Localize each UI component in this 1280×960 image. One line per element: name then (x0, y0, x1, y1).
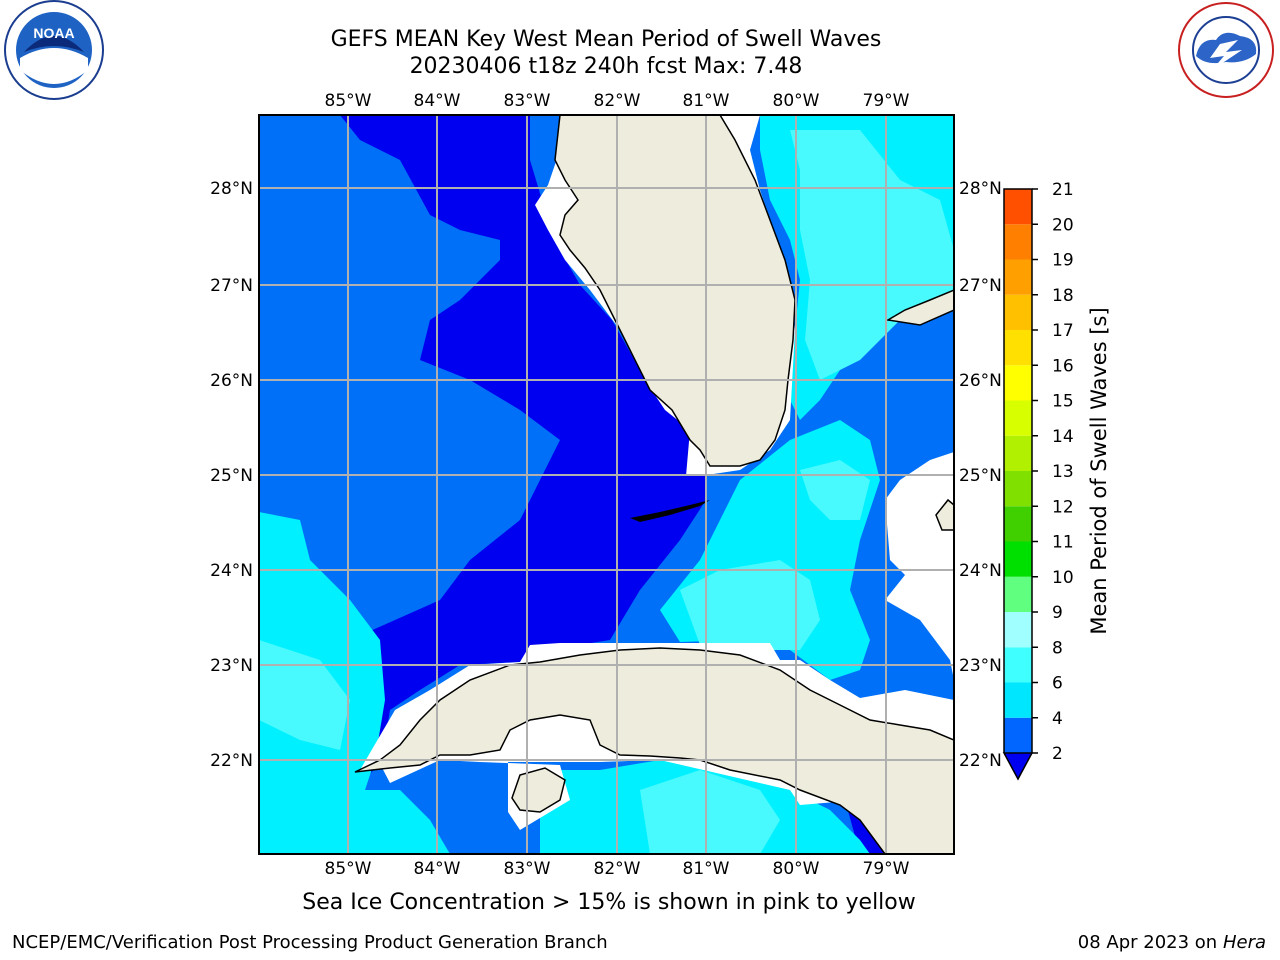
sea-ice-note: Sea Ice Concentration > 15% is shown in … (302, 890, 916, 915)
colorbar-tick-label: 16 (1052, 356, 1074, 376)
lon-label-top: 85°W (325, 91, 372, 111)
swell-field-dark-west (330, 115, 706, 780)
colorbar-segment (1004, 435, 1032, 471)
colorbar-segment (1004, 647, 1032, 683)
colorbar: 2 4 6 8 9 10 11 12 13 14 15 16 17 18 19 20 21 Mean Period… (1002, 180, 1111, 781)
land-florida (554, 115, 796, 467)
lon-label-bottom: 85°W (325, 859, 372, 879)
colorbar-tick-label: 14 (1052, 427, 1074, 447)
lat-label-right: 28°N (959, 179, 1002, 199)
colorbar-tick-label: 19 (1052, 251, 1074, 271)
nws-logo (1178, 2, 1274, 98)
colorbar-tick-label: 10 (1052, 568, 1074, 588)
colorbar-tick-label: 15 (1052, 392, 1074, 412)
colorbar-tick-label: 2 (1052, 744, 1063, 764)
land-florida-keys (630, 500, 710, 522)
lon-label-bottom: 80°W (773, 859, 820, 879)
colorbar-label: Mean Period of Swell Waves [s] (1087, 307, 1111, 634)
swell-field-lightcyan-straits (680, 560, 820, 650)
colorbar-segment (1004, 717, 1032, 753)
colorbar-tick-label: 6 (1052, 674, 1063, 694)
colorbar-tick-label: 11 (1052, 533, 1074, 553)
lon-label-top: 84°W (414, 91, 461, 111)
colorbar-segment (1004, 224, 1032, 260)
colorbar-segment (1004, 471, 1032, 507)
colorbar-tick-label: 13 (1052, 462, 1074, 482)
lat-label-right: 25°N (959, 466, 1002, 486)
lat-label-right: 24°N (959, 561, 1002, 581)
lon-label-top: 80°W (773, 91, 820, 111)
chart-title: GEFS MEAN Key West Mean Period of Swell … (330, 27, 882, 52)
chart-subtitle: 20230406 t18z 240h fcst Max: 7.48 (409, 54, 803, 79)
colorbar-segment (1004, 365, 1032, 401)
land-bahamas (935, 498, 954, 531)
colorbar-tick-label: 8 (1052, 638, 1063, 658)
noaa-logo-text: NOAA (33, 25, 74, 41)
lat-label-right: 22°N (959, 751, 1002, 771)
colorbar-segment (1004, 259, 1032, 295)
footer-date-text: 08 Apr 2023 on (1077, 932, 1223, 953)
lon-label-top: 82°W (594, 91, 641, 111)
lat-label-left: 22°N (210, 751, 253, 771)
land-grand-bahama (885, 289, 954, 326)
colorbar-segment (1004, 612, 1032, 648)
map-area: 85°W 85°W 84°W 84°W 83°W 83°W 82°W 82°W 81°W 81°W… (210, 91, 1002, 879)
colorbar-tick-label: 20 (1052, 215, 1074, 235)
colorbar-segment (1004, 506, 1032, 542)
colorbar-tick-label: 4 (1052, 709, 1063, 729)
lon-label-bottom: 82°W (594, 859, 641, 879)
colorbar-tick-label: 17 (1052, 321, 1074, 341)
colorbar-segment (1004, 330, 1032, 366)
colorbar-extend-arrow (1002, 752, 1034, 781)
lon-label-top: 81°W (683, 91, 730, 111)
lat-label-left: 25°N (210, 466, 253, 486)
lat-label-left: 28°N (210, 179, 253, 199)
colorbar-segment (1004, 189, 1032, 225)
footer-host: Hera (1222, 932, 1266, 953)
colorbar-tick-label: 18 (1052, 286, 1074, 306)
lon-label-bottom: 83°W (504, 859, 551, 879)
noaa-logo: NOAA (4, 0, 104, 100)
swell-field-cyan-sw (259, 512, 450, 854)
lat-label-right: 23°N (959, 656, 1002, 676)
colorbar-segment (1004, 541, 1032, 577)
colorbar-segment (1004, 294, 1032, 330)
lat-label-right: 26°N (959, 371, 1002, 391)
colorbar-tick-label: 21 (1052, 180, 1074, 200)
colorbar-segment (1004, 576, 1032, 612)
lat-label-left: 27°N (210, 276, 253, 296)
lon-label-top: 83°W (504, 91, 551, 111)
nodata-bahamas (885, 452, 954, 680)
lon-label-bottom: 81°W (683, 859, 730, 879)
swell-field-lightcyan-atlantic (790, 130, 954, 380)
swell-field-lightcyan-west (259, 640, 350, 750)
map-frame (258, 114, 955, 855)
lat-label-left: 26°N (210, 371, 253, 391)
lon-label-bottom: 79°W (863, 859, 910, 879)
lat-label-right: 27°N (959, 276, 1002, 296)
lon-label-top: 79°W (863, 91, 910, 111)
lat-label-left: 24°N (210, 561, 253, 581)
lat-label-left: 23°N (210, 656, 253, 676)
lon-label-bottom: 84°W (414, 859, 461, 879)
land-isla-juventud (511, 767, 566, 813)
footer-date: 08 Apr 2023 on Hera (1078, 932, 1266, 953)
colorbar-segment (1004, 682, 1032, 718)
colorbar-segment (1004, 400, 1032, 436)
map-field (259, 115, 954, 854)
footer-credit: NCEP/EMC/Verification Post Processing Pr… (12, 932, 608, 953)
swell-field-lightcyan-south (640, 770, 780, 854)
colorbar-tick-label: 12 (1052, 497, 1074, 517)
colorbar-tick-label: 9 (1052, 603, 1063, 623)
